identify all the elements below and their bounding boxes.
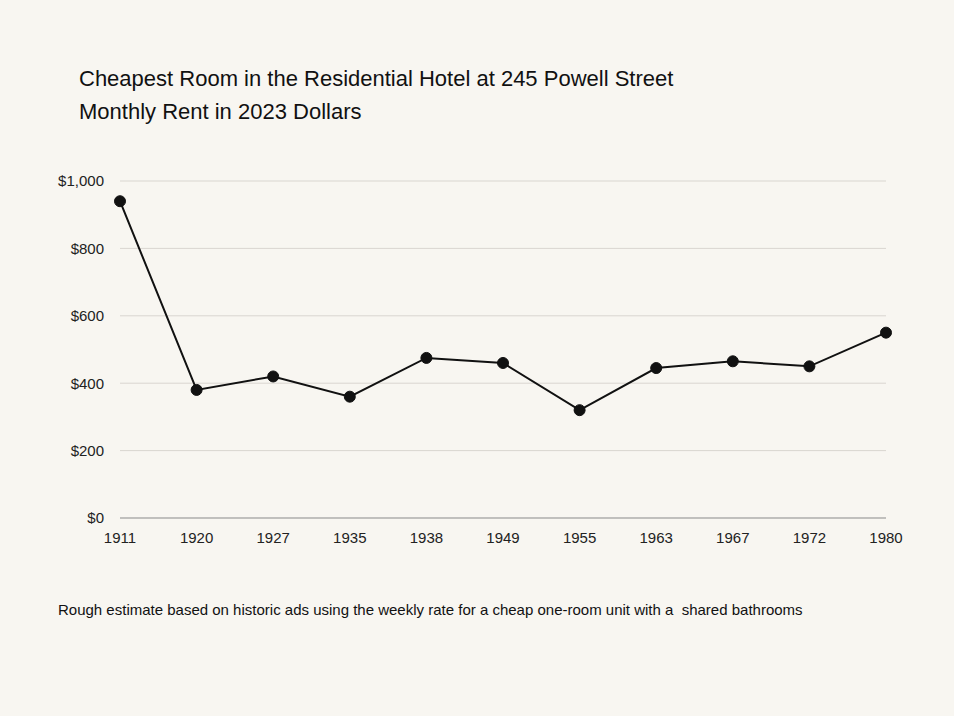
svg-text:$200: $200 [71,442,104,459]
svg-text:1920: 1920 [180,529,213,546]
svg-text:1963: 1963 [640,529,673,546]
svg-text:1911: 1911 [104,529,136,546]
svg-text:$400: $400 [71,375,104,392]
svg-text:1967: 1967 [716,529,749,546]
svg-text:1972: 1972 [793,529,826,546]
html-text:Cheapest Room in the Residenti: Cheapest Room in the Residential Hotel a… [79,66,674,91]
svg-text:1938: 1938 [410,529,443,546]
html-text:Rough estimate based on histor: Rough estimate based on historic ads usi… [58,601,803,618]
svg-text:1980: 1980 [869,529,902,546]
svg-text:$1,000: $1,000 [58,172,104,189]
svg-text:$600: $600 [71,307,104,324]
svg-text:1927: 1927 [257,529,290,546]
svg-text:$0: $0 [87,509,104,526]
html-text:Monthly Rent in 2023 Dollars: Monthly Rent in 2023 Dollars [79,99,362,124]
svg-text:1935: 1935 [333,529,366,546]
svg-text:$800: $800 [71,240,104,257]
svg-text:1949: 1949 [486,529,519,546]
svg-text:1955: 1955 [563,529,596,546]
